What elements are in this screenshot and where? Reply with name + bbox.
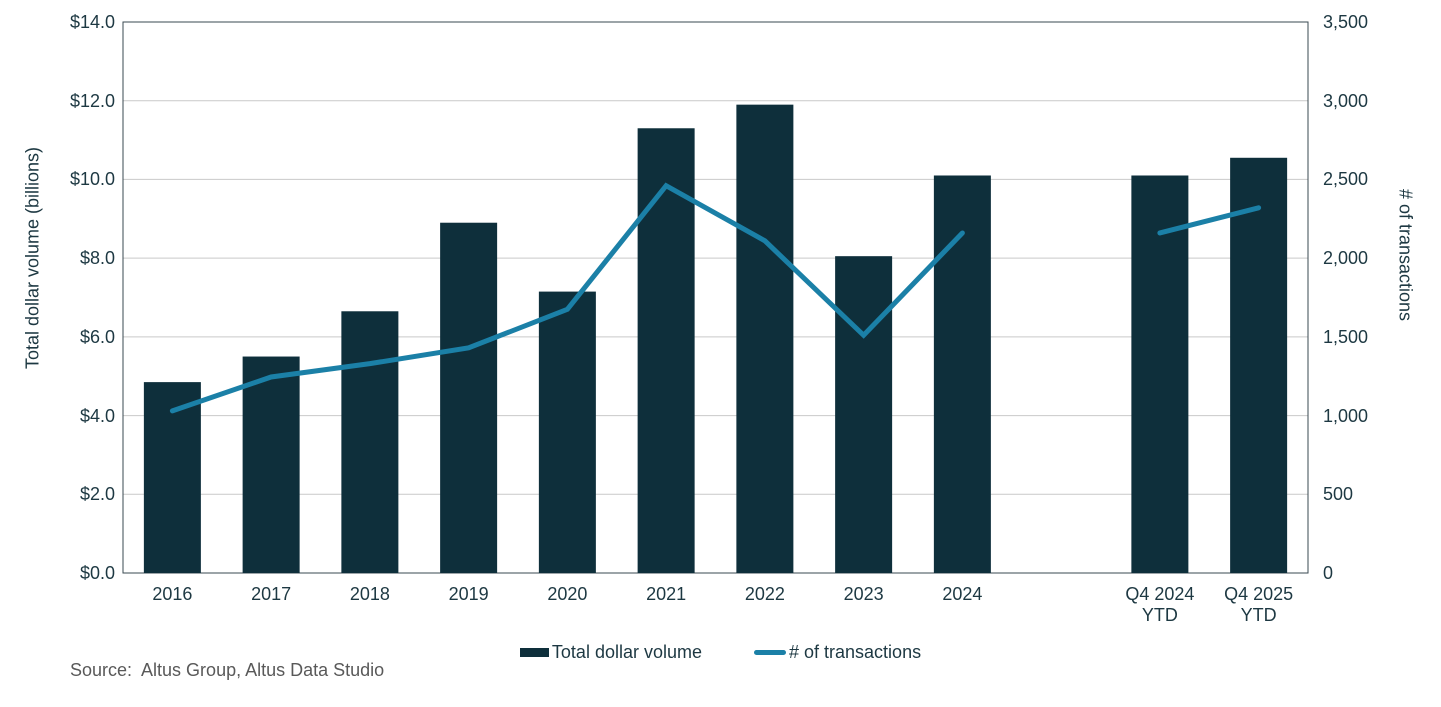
source-note: Source: Altus Group, Altus Data Studio — [70, 660, 385, 680]
right-axis-title: # of transactions — [1395, 188, 1416, 322]
x-label-2023: 2023 — [843, 584, 884, 604]
x-label-2019: 2019 — [448, 584, 489, 604]
y-tick-left-2.0: $2.0 — [79, 484, 115, 505]
bar-2020 — [538, 291, 596, 573]
bar-2021 — [637, 128, 695, 573]
x-label-q4-2024-ytd: Q4 2024 YTD — [1125, 584, 1195, 625]
bar-2023 — [835, 256, 893, 573]
y-tick-right-2500: 2,500 — [1323, 169, 1369, 190]
y-tick-left-4.0: $4.0 — [79, 405, 115, 426]
bar-2022 — [736, 104, 794, 574]
legend: Total dollar volume # of transactions — [0, 642, 1441, 663]
x-label-2018: 2018 — [349, 584, 390, 604]
y-tick-right-3000: 3,000 — [1323, 90, 1369, 111]
x-label-2017: 2017 — [251, 584, 292, 604]
line-series-swatch-icon — [754, 650, 786, 655]
y-tick-right-1000: 1,000 — [1323, 405, 1369, 426]
x-label-2024: 2024 — [942, 584, 983, 604]
bar-2024 — [933, 175, 991, 573]
transactions-line — [169, 182, 965, 414]
y-tick-left-14.0: $14.0 — [69, 12, 115, 32]
x-label-q4-2025-ytd: Q4 2025 YTD — [1224, 584, 1294, 625]
x-label-2022: 2022 — [744, 584, 785, 604]
y-tick-right-1500: 1,500 — [1323, 326, 1369, 347]
bar-q4-2025-ytd — [1230, 157, 1288, 573]
y-tick-left-6.0: $6.0 — [79, 326, 115, 347]
y-tick-right-0: 0 — [1323, 563, 1334, 583]
bar-2016 — [143, 382, 201, 573]
y-tick-right-3500: 3,500 — [1323, 12, 1369, 32]
transactions-line — [1157, 205, 1262, 236]
bar-2018 — [341, 311, 399, 573]
y-tick-left-12.0: $12.0 — [69, 90, 115, 111]
bar-q4-2024-ytd — [1131, 175, 1189, 573]
y-tick-right-500: 500 — [1323, 484, 1354, 505]
bar-2017 — [242, 356, 300, 573]
legend-item-transactions: # of transactions — [754, 642, 921, 663]
x-label-2021: 2021 — [646, 584, 687, 604]
bar-2019 — [440, 222, 498, 573]
legend-label-transactions: # of transactions — [789, 642, 922, 662]
x-label-2016: 2016 — [152, 584, 193, 604]
y-tick-left-8.0: $8.0 — [79, 248, 115, 269]
plot-border — [122, 21, 1309, 574]
y-tick-left-10.0: $10.0 — [69, 169, 115, 190]
legend-label-total-dollar-volume: Total dollar volume — [551, 642, 702, 662]
x-label-2020: 2020 — [547, 584, 588, 604]
y-tick-left-0.0: $0.0 — [79, 563, 115, 583]
bar-series-swatch-icon — [519, 648, 549, 657]
legend-item-total-dollar-volume: Total dollar volume — [519, 642, 702, 663]
y-tick-right-2000: 2,000 — [1323, 248, 1369, 269]
